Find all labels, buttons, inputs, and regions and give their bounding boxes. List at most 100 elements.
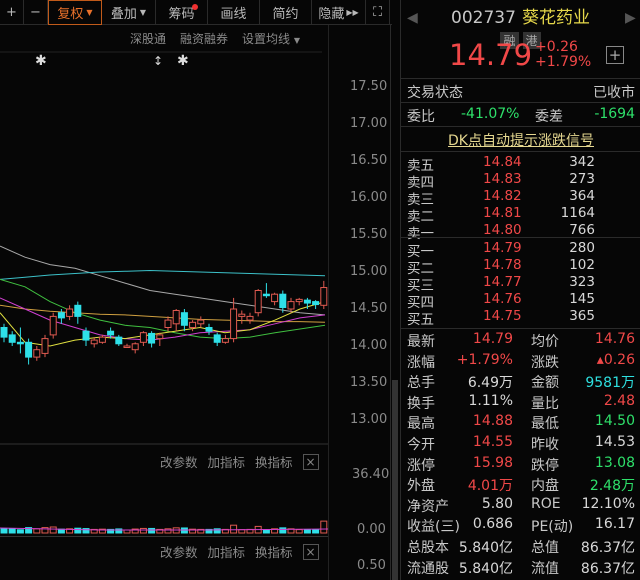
rongzi-link[interactable]: 融资融券	[180, 32, 229, 46]
stat-label: 最新	[407, 334, 435, 350]
hk-connect-tag: 港	[522, 32, 541, 49]
close-icon[interactable]: ×	[302, 543, 319, 560]
candle-body	[115, 336, 123, 345]
stat-value: 0.686	[472, 516, 513, 533]
jianyue-button[interactable]: 简约	[260, 0, 312, 25]
candle-body	[303, 299, 311, 304]
price-tick: 14.50	[350, 301, 388, 316]
level-label: 买五	[407, 312, 434, 328]
volume-bar	[41, 527, 49, 534]
set-ma-dropdown[interactable]: 设置均线 ▼	[242, 30, 300, 47]
price-tick: 13.50	[350, 375, 388, 390]
volume-bar	[197, 528, 205, 534]
volume-bar	[139, 527, 147, 534]
stat-label: 跌停	[531, 457, 559, 474]
level-label: 卖四	[407, 175, 434, 191]
candle-body	[57, 312, 65, 319]
volume-bar	[164, 528, 172, 534]
yincang-button[interactable]: 隐藏 ▶▶	[312, 0, 366, 25]
add-watchlist-button[interactable]: +	[606, 46, 624, 64]
candle-body	[180, 312, 188, 326]
volume-bar	[303, 529, 311, 534]
candle-body	[0, 327, 8, 338]
buy-order-row: 买五 14.75 365	[407, 308, 635, 328]
moving-average-line	[0, 269, 326, 280]
moving-average-line	[0, 301, 326, 347]
switch-indicator-button[interactable]: 换指标	[255, 455, 293, 470]
stat-value: 14.50	[594, 413, 635, 430]
chouma-button[interactable]: 筹码	[156, 0, 208, 25]
stat-label: 最低	[531, 416, 559, 433]
candle-body	[287, 301, 295, 310]
level-price: 14.79	[483, 240, 522, 256]
fullscreen-icon[interactable]: ⛶	[366, 0, 390, 25]
stat-value: 12.10%	[581, 495, 635, 512]
add-indicator-button[interactable]: 加指标	[207, 455, 246, 470]
price-tick: 16.50	[350, 153, 388, 168]
stat-value: 14.55	[472, 434, 513, 450]
huaxian-button[interactable]: 画线	[208, 0, 260, 25]
stat-label: 内盘	[531, 478, 559, 495]
next-stock-icon[interactable]: ▶	[625, 10, 636, 26]
diejia-dropdown[interactable]: 叠加 ▼	[102, 0, 156, 25]
change-params-button[interactable]: 改参数	[160, 545, 198, 560]
divider	[401, 78, 640, 79]
volume-bar	[271, 528, 279, 534]
add-indicator-button[interactable]: 加指标	[207, 545, 246, 560]
close-icon[interactable]: ×	[302, 453, 319, 470]
event-marker-icon[interactable]: ↕	[153, 54, 163, 68]
buy-order-row: 买三 14.77 323	[407, 274, 635, 294]
volume-indicator-bar: 改参数 加指标 换指标 ×	[160, 452, 319, 471]
volume-bar	[189, 528, 197, 534]
level-price: 14.83	[483, 171, 522, 187]
stat-label: 涨幅	[407, 354, 435, 371]
zoom-out-button[interactable]: −	[24, 0, 48, 25]
stat-label: 总股本	[407, 540, 449, 556]
price-tick: 17.50	[350, 79, 388, 94]
volume-bar	[131, 528, 139, 534]
sell-order-row: 卖三 14.82 364	[407, 188, 635, 208]
candle-body	[82, 330, 90, 341]
volume-bar	[107, 528, 115, 534]
stat-value: 14.76	[594, 331, 635, 347]
stat-row: 外盘 4.01万 内盘 2.48万	[407, 475, 635, 495]
candle-body	[295, 298, 303, 303]
volume-bar	[98, 528, 106, 534]
stat-row: 最新 14.79 均价 14.76	[407, 331, 635, 351]
chart-subbar: 深股通 融资融券 设置均线 ▼	[130, 30, 300, 47]
level-price: 14.84	[483, 154, 522, 170]
volume-bar	[320, 520, 328, 534]
shengutong-link[interactable]: 深股通	[130, 32, 167, 46]
candle-body	[66, 308, 74, 317]
weibi-label: 委比	[407, 109, 435, 125]
volume-bar	[16, 529, 24, 534]
stat-label: ROE	[531, 495, 561, 512]
zoom-in-button[interactable]: +	[0, 0, 24, 25]
prev-stock-icon[interactable]: ◀	[407, 10, 418, 26]
moving-average-line	[0, 278, 326, 340]
event-marker-icon[interactable]: ✱	[177, 53, 189, 69]
candle-body	[33, 349, 41, 358]
stat-label: 总手	[407, 375, 435, 392]
switch-indicator-button[interactable]: 换指标	[255, 545, 293, 560]
volume-bar	[279, 527, 287, 534]
stat-value: 16.17	[594, 516, 635, 533]
candle-body	[139, 332, 147, 343]
candle-body	[41, 338, 49, 354]
candle-body	[213, 334, 221, 343]
stat-label: 均价	[531, 334, 559, 350]
candle-body	[205, 327, 213, 332]
notification-dot	[192, 4, 198, 10]
volume-ma-line	[0, 527, 329, 531]
signal-link[interactable]: DK点自动提示涨跌信号	[448, 133, 594, 149]
event-marker-icon[interactable]: ✱	[35, 53, 47, 69]
price-tick: 17.00	[350, 116, 388, 131]
level-price: 14.78	[483, 257, 522, 273]
fuquan-dropdown[interactable]: 复权 ▼	[48, 0, 102, 25]
stat-row: 涨幅 +1.79% 涨跌 ▴0.26	[407, 352, 635, 372]
stat-value: 86.37亿	[580, 560, 635, 577]
kline-chart[interactable]: ✱ ✱ ↕	[0, 0, 330, 580]
stat-label: 净资产	[407, 498, 449, 515]
scrollbar[interactable]	[392, 380, 398, 580]
change-params-button[interactable]: 改参数	[160, 455, 198, 470]
